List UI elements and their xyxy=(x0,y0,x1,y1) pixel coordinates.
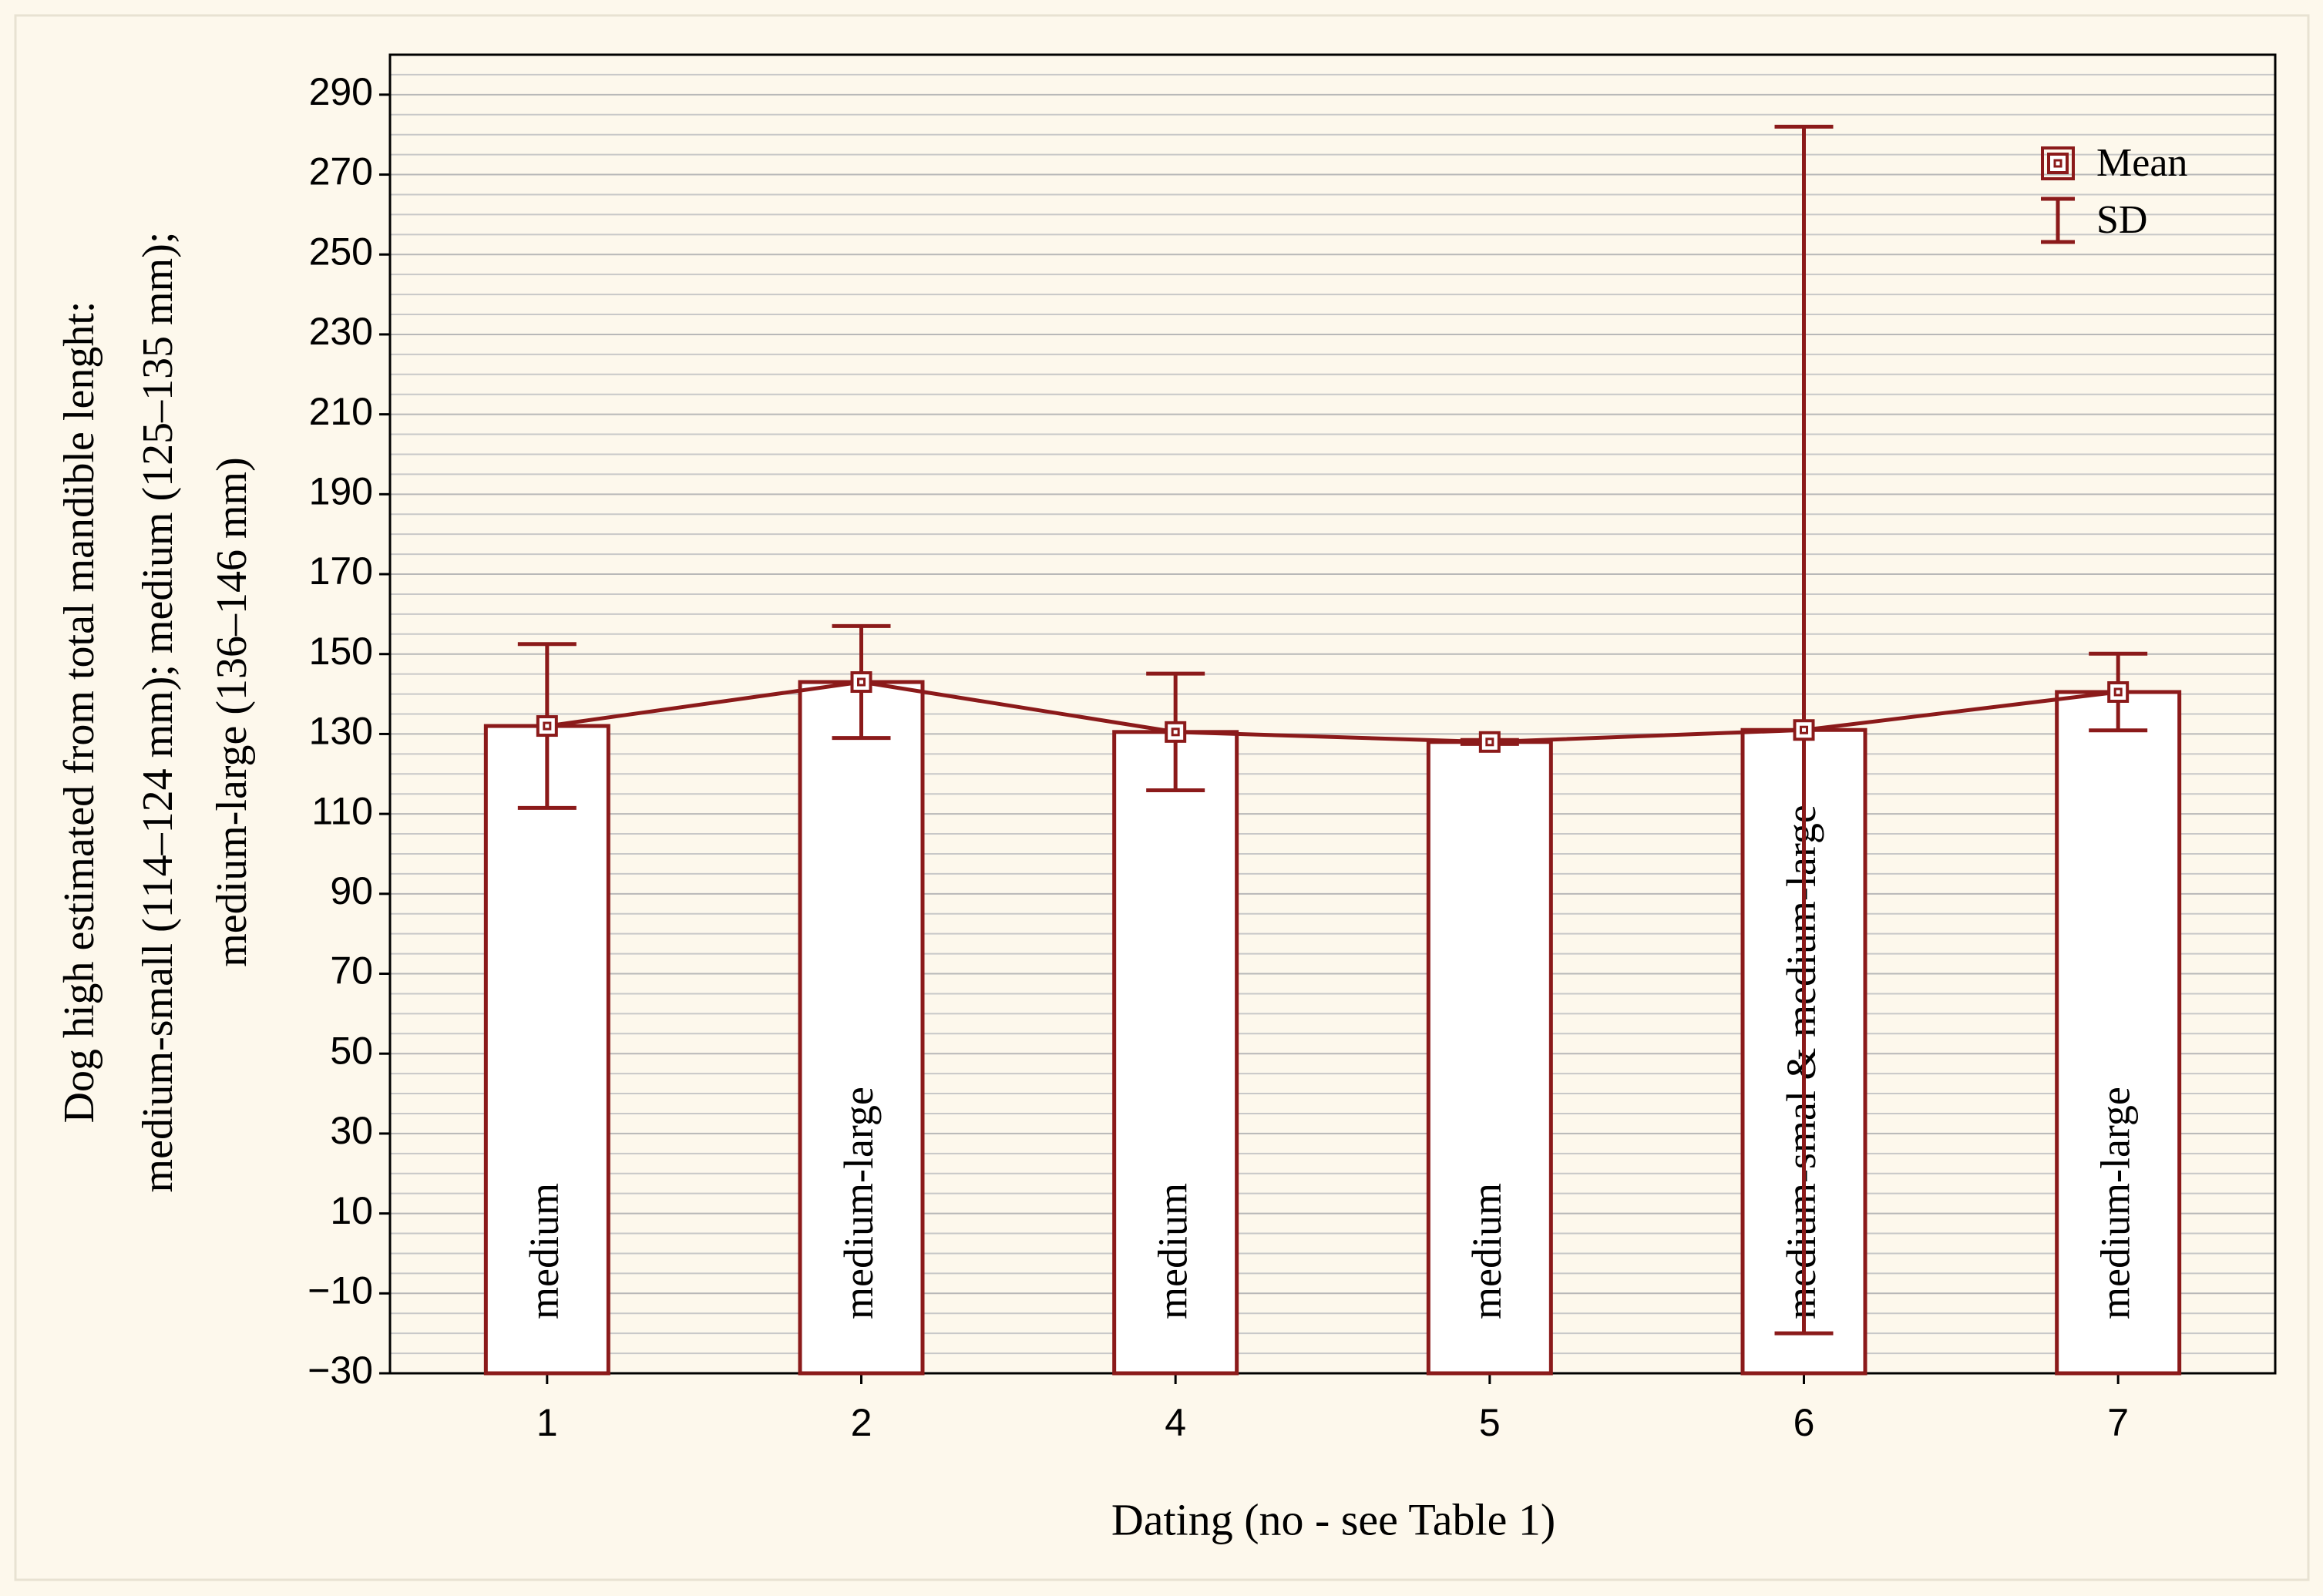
bar-label: medium-large xyxy=(835,1087,882,1319)
bar-label-group: medium-large xyxy=(2093,1087,2139,1319)
mean-marker-inner xyxy=(2113,687,2123,697)
bar-label-group: medium-smal & medium-large xyxy=(1778,805,1824,1319)
x-tick-label: 6 xyxy=(1794,1401,1815,1444)
mean-marker-inner xyxy=(1485,738,1494,747)
y-axis-label: medium-small (114–124 mm); medium (125–1… xyxy=(134,232,182,1193)
bar-label: medium xyxy=(1150,1183,1196,1319)
y-tick-label: 290 xyxy=(309,70,373,113)
bar-label-group: medium xyxy=(521,1183,567,1319)
bar-label-group: medium xyxy=(1464,1183,1510,1319)
legend-mean-frame xyxy=(2041,146,2075,180)
bar-label: medium-smal & medium-large xyxy=(1778,805,1824,1319)
y-tick-label: 230 xyxy=(309,310,373,353)
mean-marker-inner xyxy=(857,677,866,687)
bar xyxy=(1426,740,1553,1376)
y-axis-label: Dog high estimated from total mandible l… xyxy=(55,301,103,1124)
y-tick-label: 110 xyxy=(311,789,373,832)
mean-line xyxy=(546,680,2119,744)
x-tick-label: 1 xyxy=(536,1401,558,1444)
y-tick-label: 270 xyxy=(309,150,373,193)
y-tick-label: 210 xyxy=(309,390,373,433)
y-tick-label: 90 xyxy=(330,869,373,912)
x-tick-label: 4 xyxy=(1165,1401,1186,1444)
mean-marker-inner xyxy=(1800,725,1808,734)
mean-marker-inner xyxy=(543,721,552,731)
mean-marker xyxy=(2107,680,2130,703)
y-tick-label: 10 xyxy=(330,1189,373,1232)
y-tick-label: −30 xyxy=(308,1349,373,1392)
y-tick-label: 130 xyxy=(309,710,373,753)
x-tick-label: 2 xyxy=(851,1401,872,1444)
y-tick-label: 250 xyxy=(309,230,373,273)
legend-label: SD xyxy=(2096,198,2147,242)
plot-frame xyxy=(388,53,2277,1375)
legend-mean-marker xyxy=(2047,153,2069,174)
x-axis-label: Dating (no - see Table 1) xyxy=(1111,1494,1555,1544)
x-tick-label: 5 xyxy=(1479,1401,1501,1444)
bar-label-group: medium xyxy=(1150,1183,1196,1319)
bar xyxy=(798,680,925,1376)
y-tick-label: −10 xyxy=(308,1269,373,1312)
legend-mean-marker-inner xyxy=(2053,159,2062,168)
mean-marker xyxy=(1478,731,1501,753)
mean-marker xyxy=(850,671,872,694)
mean-marker-inner xyxy=(1171,727,1180,737)
y-tick-label: 170 xyxy=(309,549,373,593)
y-axis-label: medium-large (136–146 mm) xyxy=(208,457,256,967)
y-tick-label: 50 xyxy=(330,1029,373,1072)
y-tick-label: 190 xyxy=(309,470,373,513)
y-tick-label: 70 xyxy=(330,949,373,993)
legend-sd-symbol xyxy=(2041,197,2075,244)
y-tick-label: 150 xyxy=(309,630,373,673)
bar xyxy=(1112,730,1239,1376)
x-tick-label: 7 xyxy=(2107,1401,2129,1444)
bar-label: medium-large xyxy=(2093,1087,2139,1319)
mean-marker xyxy=(536,715,558,738)
mean-marker xyxy=(1793,719,1815,741)
bar-label-group: medium-large xyxy=(835,1087,882,1319)
bar-label: medium xyxy=(1464,1183,1510,1319)
bar xyxy=(483,724,610,1376)
bar-label: medium xyxy=(521,1183,567,1319)
y-tick-label: 30 xyxy=(330,1109,373,1152)
legend-label: Mean xyxy=(2096,141,2187,185)
mean-marker xyxy=(1165,721,1187,743)
